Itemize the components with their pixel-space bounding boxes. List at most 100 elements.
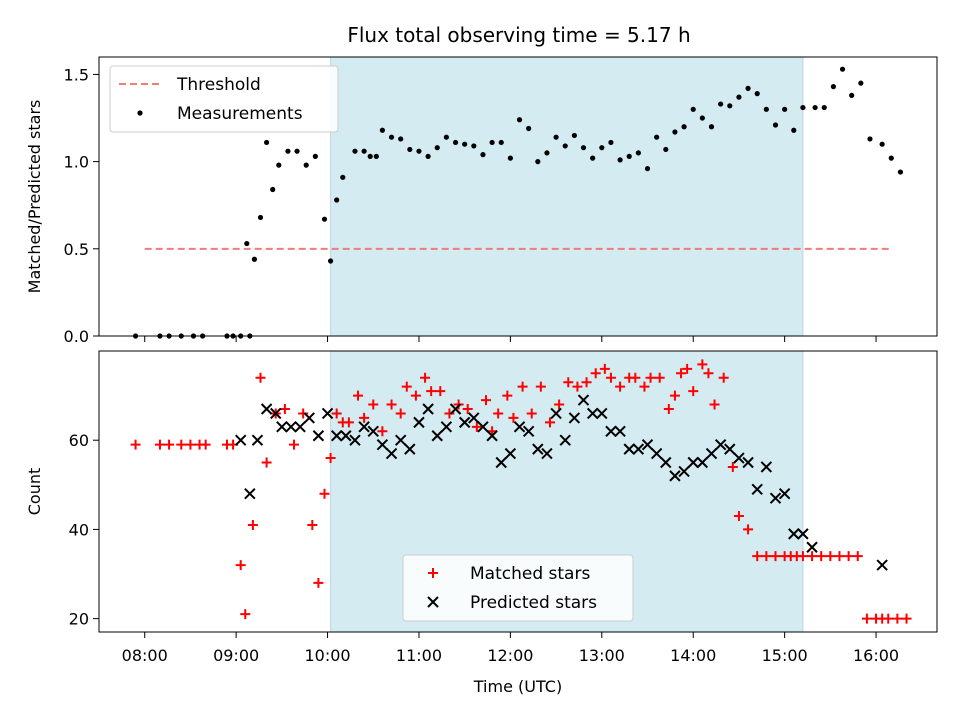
series-predicted-stars (234, 394, 888, 571)
data-point (772, 122, 779, 128)
data-point (444, 408, 455, 419)
y-tick-label: 60 (69, 431, 89, 450)
x-tick-label: 14:00 (670, 646, 716, 665)
data-point (752, 551, 763, 562)
data-point (395, 408, 406, 419)
data-point (367, 153, 373, 159)
data-point (626, 153, 632, 159)
data-point (760, 461, 773, 473)
data-point (276, 421, 288, 433)
data-point (669, 470, 681, 482)
data-point (477, 421, 489, 433)
data-point (770, 551, 781, 562)
data-point (154, 439, 165, 450)
data-point (401, 381, 412, 392)
x-tick-label: 12:00 (487, 646, 533, 665)
data-point (481, 395, 492, 406)
data-point (535, 381, 546, 392)
data-point (888, 155, 894, 161)
data-point (260, 403, 273, 415)
data-point (797, 528, 809, 540)
data-point (571, 132, 577, 139)
data-point (699, 115, 705, 121)
data-point (672, 129, 678, 135)
y-tick-label: 20 (69, 610, 89, 629)
data-point (733, 511, 744, 522)
data-point (449, 403, 462, 415)
data-point (751, 483, 763, 495)
data-point (270, 186, 276, 193)
data-point (176, 439, 187, 450)
data-point (816, 551, 827, 562)
data-point (580, 145, 587, 151)
data-point (714, 438, 727, 451)
data-point (645, 372, 656, 383)
data-point (718, 372, 729, 383)
data-point (544, 417, 555, 428)
data-point (462, 403, 473, 414)
data-point (303, 412, 315, 424)
data-point (334, 197, 340, 203)
data-point (434, 145, 440, 151)
data-point (858, 80, 864, 86)
data-point (663, 146, 669, 153)
legend-label: Matched stars (470, 564, 590, 584)
data-point (313, 577, 324, 588)
data-point (294, 148, 300, 154)
data-point (407, 146, 413, 153)
data-point (778, 488, 791, 500)
data-point (769, 492, 782, 504)
data-point (276, 162, 282, 168)
data-point (349, 434, 361, 446)
data-point (733, 452, 745, 464)
data-point (303, 162, 309, 168)
data-point (544, 150, 550, 156)
data-point (807, 551, 818, 562)
data-point (676, 368, 687, 379)
data-point (443, 134, 449, 140)
x-tick-label: 15:00 (762, 646, 808, 665)
data-point (200, 439, 211, 450)
legend-label: Predicted stars (470, 593, 597, 613)
data-point (663, 403, 674, 414)
series-measurements (132, 66, 904, 339)
data-point (247, 519, 258, 530)
data-point (377, 426, 388, 437)
data-point (825, 551, 836, 562)
data-point (388, 134, 395, 140)
data-point (471, 421, 482, 432)
data-point (234, 434, 247, 446)
data-point (599, 363, 610, 374)
legend-box (402, 554, 634, 622)
data-point (367, 425, 379, 437)
data-point (892, 613, 903, 624)
top-panel: 0.0 0.5 1.0 1.5 Matched/Predicted stars Thres… (25, 56, 938, 346)
data-point (590, 155, 596, 161)
data-point (343, 417, 354, 428)
y-tick-label: 1.5 (64, 65, 89, 84)
x-tick-label: 10:00 (304, 646, 350, 665)
data-point (462, 141, 468, 147)
data-point (385, 447, 398, 460)
data-point (541, 447, 553, 460)
data-point (285, 148, 291, 154)
data-point (244, 488, 256, 500)
data-point (782, 106, 788, 112)
data-point (420, 372, 431, 383)
x-tick-label: 13:00 (579, 646, 625, 665)
data-point (507, 155, 513, 161)
data-point (522, 425, 535, 437)
data-point (852, 551, 863, 562)
data-point (736, 94, 742, 100)
x-tick-label: 08:00 (122, 646, 168, 665)
data-point (791, 127, 797, 133)
data-point (394, 434, 407, 446)
data-point (164, 439, 175, 450)
data-point (806, 541, 818, 553)
data-point (413, 416, 425, 429)
data-point (353, 390, 364, 401)
data-point (550, 407, 562, 420)
y-tick-label: 40 (69, 520, 89, 539)
data-point (572, 381, 583, 392)
data-point (690, 106, 696, 112)
